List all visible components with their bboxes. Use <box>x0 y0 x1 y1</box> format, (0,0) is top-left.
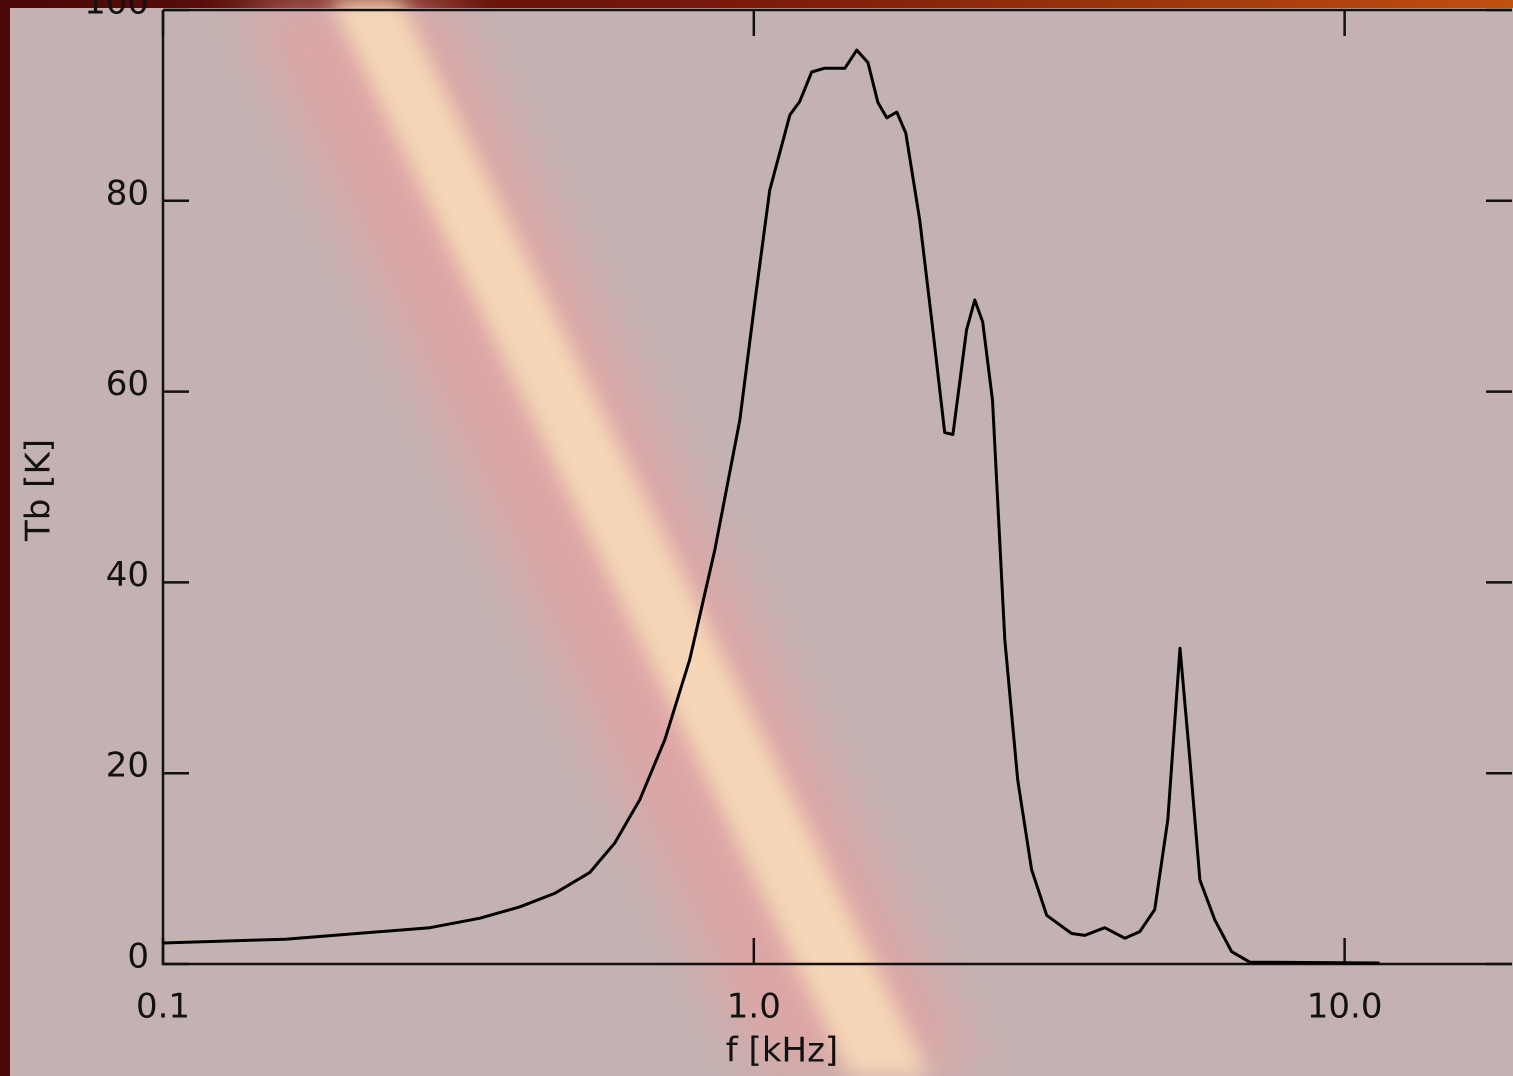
x-tick-label: 1.0 <box>727 987 781 1027</box>
y-tick-label: 40 <box>106 555 149 595</box>
galaxy-core <box>330 0 930 1076</box>
y-tick-label: 60 <box>106 364 149 404</box>
y-tick-label: 100 <box>84 0 149 23</box>
x-tick-label: 0.1 <box>136 987 190 1027</box>
y-tick-label: 0 <box>127 937 149 977</box>
data-line <box>162 48 1380 965</box>
x-axis-label: f [kHz] <box>726 1031 838 1071</box>
y-tick-label: 80 <box>106 173 149 213</box>
y-tick-label: 20 <box>106 746 149 786</box>
x-tick-label: 10.0 <box>1307 987 1383 1027</box>
y-axis-label: Tb [K] <box>19 439 59 542</box>
